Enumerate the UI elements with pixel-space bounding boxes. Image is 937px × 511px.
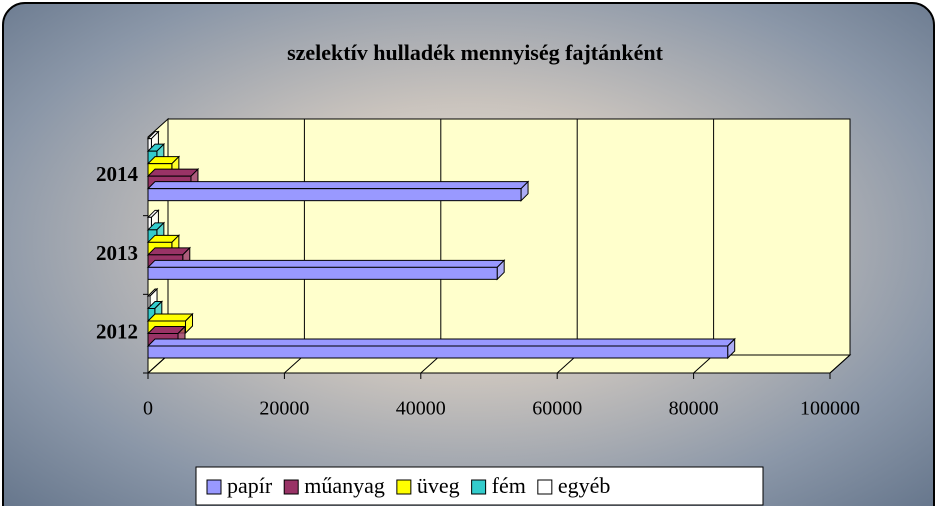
bar	[147, 266, 498, 280]
legend-swatch	[396, 479, 412, 495]
legend-swatch	[537, 479, 553, 495]
legend-label: egyéb	[558, 473, 611, 498]
bar-top	[146, 313, 194, 322]
y-tick-label: 2013	[96, 241, 138, 265]
legend-label: üveg	[417, 473, 460, 498]
bar	[147, 345, 729, 359]
bar	[147, 188, 522, 202]
x-tick-label: 40000	[396, 398, 446, 420]
x-tick-label: 100000	[800, 398, 860, 420]
legend-swatch	[206, 479, 222, 495]
x-tick-label: 80000	[669, 398, 719, 420]
bar-top	[146, 338, 736, 347]
legend-label: fém	[492, 473, 526, 498]
x-tick-label: 0	[143, 398, 153, 420]
bar-top	[146, 168, 200, 177]
legend-items: papír műanyag üveg fém egyéb	[206, 473, 611, 498]
legend-label: műanyag	[304, 473, 385, 498]
floor-line	[829, 354, 851, 374]
legend-label: papír	[227, 473, 273, 498]
legend-swatch	[471, 479, 487, 495]
bar-top	[146, 259, 506, 268]
chart-title: szelektív hulladék mennyiség fajtánként	[287, 40, 664, 65]
back-wall	[167, 118, 851, 356]
legend-swatch	[283, 479, 299, 495]
x-tick-label: 20000	[259, 398, 309, 420]
y-tick-label: 2014	[96, 162, 139, 186]
plot: 0 20000 40000 60000 80000 100000 2012 2013 2014	[96, 117, 860, 420]
y-tick-label: 2012	[96, 319, 138, 343]
bar-top	[146, 181, 530, 190]
x-tick-label: 60000	[532, 398, 582, 420]
